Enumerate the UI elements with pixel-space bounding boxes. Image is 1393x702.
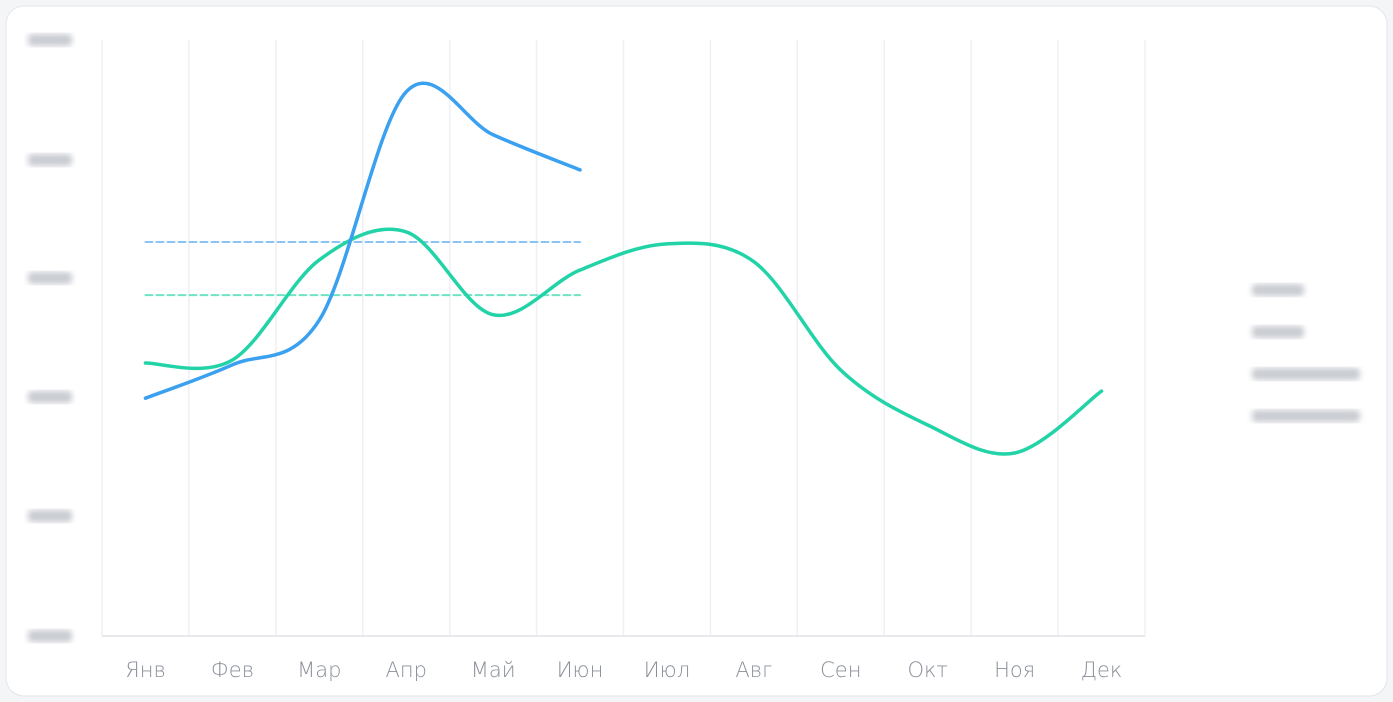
x-tick-label: Июн (557, 658, 604, 682)
x-tick-label: Апр (385, 658, 426, 682)
x-tick-label: Июл (644, 658, 690, 682)
x-tick-label: Сен (820, 658, 861, 682)
series-line (143, 81, 582, 400)
x-tick-label: Фев (211, 658, 254, 682)
x-tick-label: Авг (735, 658, 772, 682)
x-tick-label: Янв (125, 658, 166, 682)
x-tick-label: Май (471, 658, 516, 682)
x-tick-label: Мар (297, 658, 341, 682)
x-tick-label: Дек (1081, 658, 1123, 682)
x-tick-label: Ноя (994, 658, 1035, 682)
series-line (143, 227, 1104, 456)
x-tick-label: Окт (907, 658, 948, 682)
blurred-y-labels (28, 34, 72, 642)
legend-blurred-labels (1252, 284, 1360, 422)
card (5, 5, 1388, 697)
